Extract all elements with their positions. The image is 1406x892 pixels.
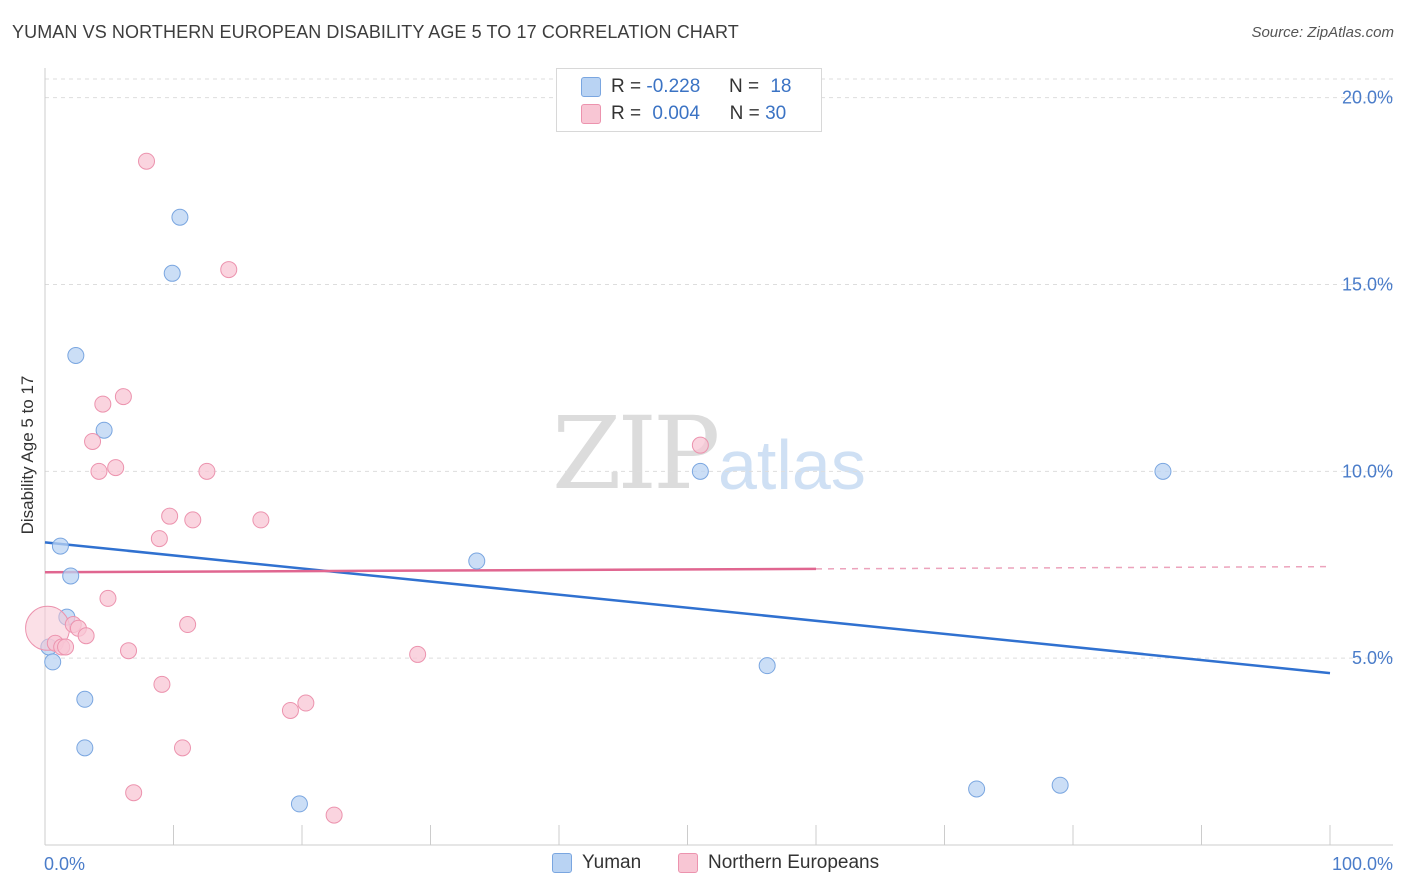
northern-europeans-point	[252, 511, 270, 529]
northern-europeans-point	[120, 642, 138, 660]
yuman-point	[290, 795, 308, 813]
legend-row-northern-europeans: R = 0.004 N = 30	[581, 102, 786, 126]
legend-n-label: N =	[728, 76, 760, 97]
northern-europeans-point	[150, 530, 168, 548]
legend-r-value-northern-europeans: 0.004	[652, 103, 700, 124]
legend-item-northern-europeans: Northern Europeans	[678, 852, 879, 874]
y-tick-label: 5.0%	[1352, 648, 1393, 668]
yuman-point	[468, 552, 486, 570]
yuman-swatch	[581, 77, 601, 97]
series-legend: Yuman Northern Europeans	[0, 852, 1406, 878]
northern-europeans-point	[297, 694, 315, 712]
correlation-legend: R = -0.228 N = 18 R = 0.004 N = 30	[556, 68, 822, 132]
yuman-point	[171, 208, 189, 226]
axes	[44, 68, 1393, 846]
northern-europeans-point	[220, 261, 238, 279]
y-tick-label: 20.0%	[1342, 88, 1393, 108]
legend-row-yuman: R = -0.228 N = 18	[581, 75, 791, 99]
yuman-point	[758, 657, 776, 675]
yuman-point	[1051, 776, 1069, 794]
northern-europeans-point	[325, 806, 343, 824]
northern-europeans-legend-swatch	[678, 853, 698, 873]
y-tick-label: 15.0%	[1342, 275, 1393, 295]
watermark-atlas: atlas	[718, 426, 866, 504]
legend-r-label: R =	[611, 76, 642, 97]
northern-europeans-trend-extension	[815, 565, 1331, 570]
legend-label-yuman: Yuman	[582, 852, 642, 873]
northern-europeans-point	[173, 739, 191, 757]
yuman-point	[44, 653, 62, 671]
northern-europeans-point	[107, 459, 125, 477]
legend-n-value-yuman: 18	[770, 76, 792, 97]
yuman-point	[76, 690, 94, 708]
northern-europeans-point	[179, 616, 197, 634]
northern-europeans-point	[409, 645, 427, 663]
yuman-point	[691, 462, 709, 480]
y-tick-label: 10.0%	[1342, 461, 1393, 481]
y-axis-label: Disability Age 5 to 17	[18, 376, 37, 535]
yuman-point	[163, 264, 181, 282]
watermark-zip: ZIP	[552, 395, 720, 512]
yuman-trend-line	[44, 541, 1331, 675]
source-label: Source: ZipAtlas.com	[1251, 24, 1394, 41]
northern-europeans-point	[198, 462, 216, 480]
legend-r-label: R =	[611, 103, 642, 124]
northern-europeans-point	[57, 638, 75, 656]
yuman-point	[51, 537, 69, 555]
yuman-point	[62, 567, 80, 585]
yuman-legend-swatch	[552, 853, 572, 873]
northern-europeans-point	[281, 701, 299, 719]
yuman-point	[1154, 462, 1172, 480]
legend-label-northern-europeans: Northern Europeans	[708, 852, 880, 873]
northern-europeans-point	[153, 675, 171, 693]
yuman-point	[67, 347, 85, 365]
northern-europeans-swatch	[581, 104, 601, 124]
northern-europeans-point	[184, 511, 202, 529]
legend-r-value-yuman: -0.228	[646, 76, 701, 97]
northern-europeans-trend-line	[44, 567, 817, 574]
yuman-point	[968, 780, 986, 798]
northern-europeans-point	[99, 589, 117, 607]
tick-labels: 5.0% 10.0% 15.0% 20.0% 0.0% 100.0%	[44, 88, 1393, 874]
northern-europeans-point	[114, 388, 132, 406]
northern-europeans-point	[161, 507, 179, 525]
x-tick-label-end: 100.0%	[1332, 854, 1393, 874]
data-points	[25, 152, 1172, 824]
northern-europeans-point	[691, 436, 709, 454]
yuman-point	[95, 421, 113, 439]
northern-europeans-point	[90, 462, 108, 480]
legend-item-yuman: Yuman	[552, 852, 641, 874]
northern-europeans-point	[84, 432, 102, 450]
chart-title: YUMAN VS NORTHERN EUROPEAN DISABILITY AG…	[12, 22, 739, 42]
yuman-point	[76, 739, 94, 757]
northern-europeans-point	[125, 784, 143, 802]
legend-n-label: N =	[729, 103, 760, 124]
northern-europeans-point	[94, 395, 112, 413]
x-tick-label-start: 0.0%	[44, 854, 85, 874]
legend-n-value-northern-europeans: 30	[765, 103, 787, 124]
northern-europeans-point	[77, 627, 95, 645]
trend-lines	[44, 541, 1331, 675]
northern-europeans-point	[138, 152, 156, 170]
